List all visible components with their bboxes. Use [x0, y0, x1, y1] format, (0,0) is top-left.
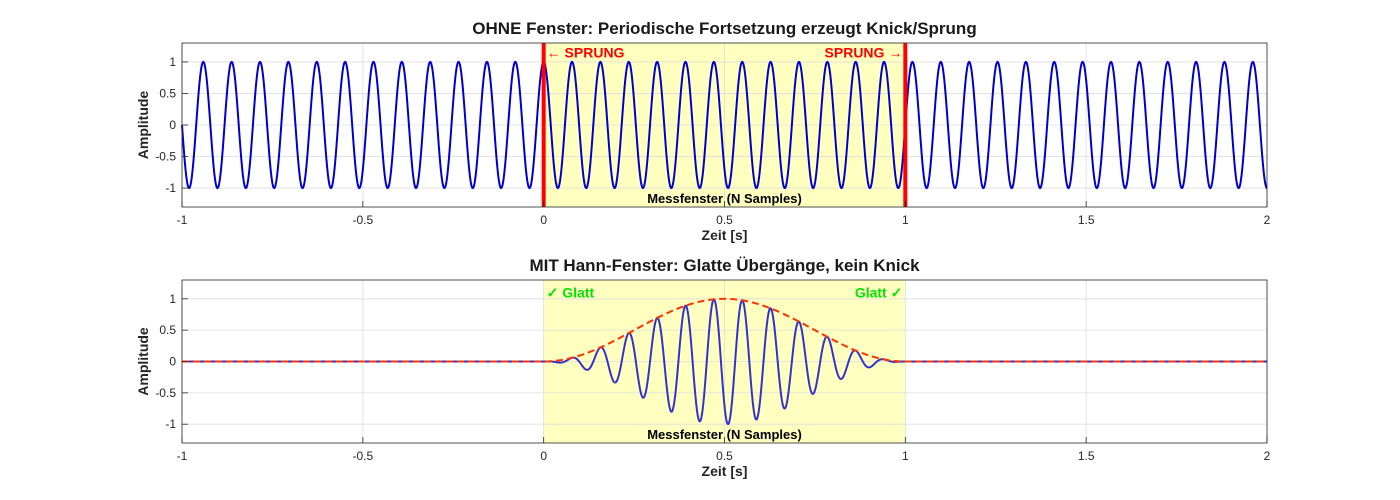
y-tick-label: 0.5 [159, 86, 176, 100]
annotation-smooth-right: Glatt ✓ [855, 285, 903, 301]
x-tick-label: -0.5 [352, 449, 373, 463]
y-axis-label: Amplitude [135, 91, 151, 160]
y-tick-label: 0.5 [159, 323, 176, 337]
x-tick-label: -1 [177, 449, 188, 463]
x-axis-label: Zeit [s] [702, 227, 748, 243]
x-tick-label: -0.5 [352, 213, 373, 227]
signal-line [181, 60, 1268, 190]
x-tick-label: 2 [1264, 213, 1271, 227]
window-label: Messfenster (N Samples) [647, 191, 802, 206]
annotation-smooth-left: ✓ Glatt [547, 285, 595, 301]
y-tick-label: -0.5 [155, 386, 176, 400]
y-tick-label: 1 [169, 55, 176, 69]
x-tick-label: 2 [1264, 449, 1271, 463]
hann-envelope-line [182, 297, 1267, 363]
y-tick-label: 0 [169, 355, 176, 369]
panel-ohne-fenster: -1 -0.5 0 0.5 1 1.5 2 -1 -0.5 0 0.5 1 OHNE Fenster:… [135, 19, 1271, 243]
x-tick-label: 1 [902, 213, 909, 227]
annotation-jump-right: SPRUNG → [825, 44, 903, 60]
y-tick-label: 0 [169, 118, 176, 132]
x-tick-label: 1.5 [1078, 213, 1095, 227]
axis-ticks: -1 -0.5 0 0.5 1 1.5 2 -1 -0.5 0 0.5 1 [155, 55, 1270, 227]
x-tick-label: 0.5 [716, 213, 733, 227]
y-axis-label: Amplitude [135, 327, 151, 396]
x-tick-label: 0 [540, 213, 547, 227]
annotation-jump-left: ← SPRUNG [547, 44, 625, 60]
x-tick-label: -1 [177, 213, 188, 227]
y-tick-label: -1 [165, 417, 176, 431]
plot-title: MIT Hann-Fenster: Glatte Übergänge, kein… [529, 256, 920, 275]
y-tick-label: -0.5 [155, 150, 176, 164]
axis-ticks: -1 -0.5 0 0.5 1 1.5 2 -1 -0.5 0 0.5 1 [155, 292, 1270, 463]
plot-title: OHNE Fenster: Periodische Fortsetzung er… [472, 19, 976, 38]
x-tick-label: 0.5 [716, 449, 733, 463]
y-tick-label: 1 [169, 292, 176, 306]
x-axis-label: Zeit [s] [702, 463, 748, 479]
y-tick-label: -1 [165, 181, 176, 195]
x-tick-label: 0 [540, 449, 547, 463]
panel-mit-hann-fenster: -1 -0.5 0 0.5 1 1.5 2 -1 -0.5 0 0.5 1 MIT Hann-Fens… [135, 256, 1271, 479]
x-tick-label: 1.5 [1078, 449, 1095, 463]
window-label: Messfenster (N Samples) [647, 427, 802, 442]
x-tick-label: 1 [902, 449, 909, 463]
